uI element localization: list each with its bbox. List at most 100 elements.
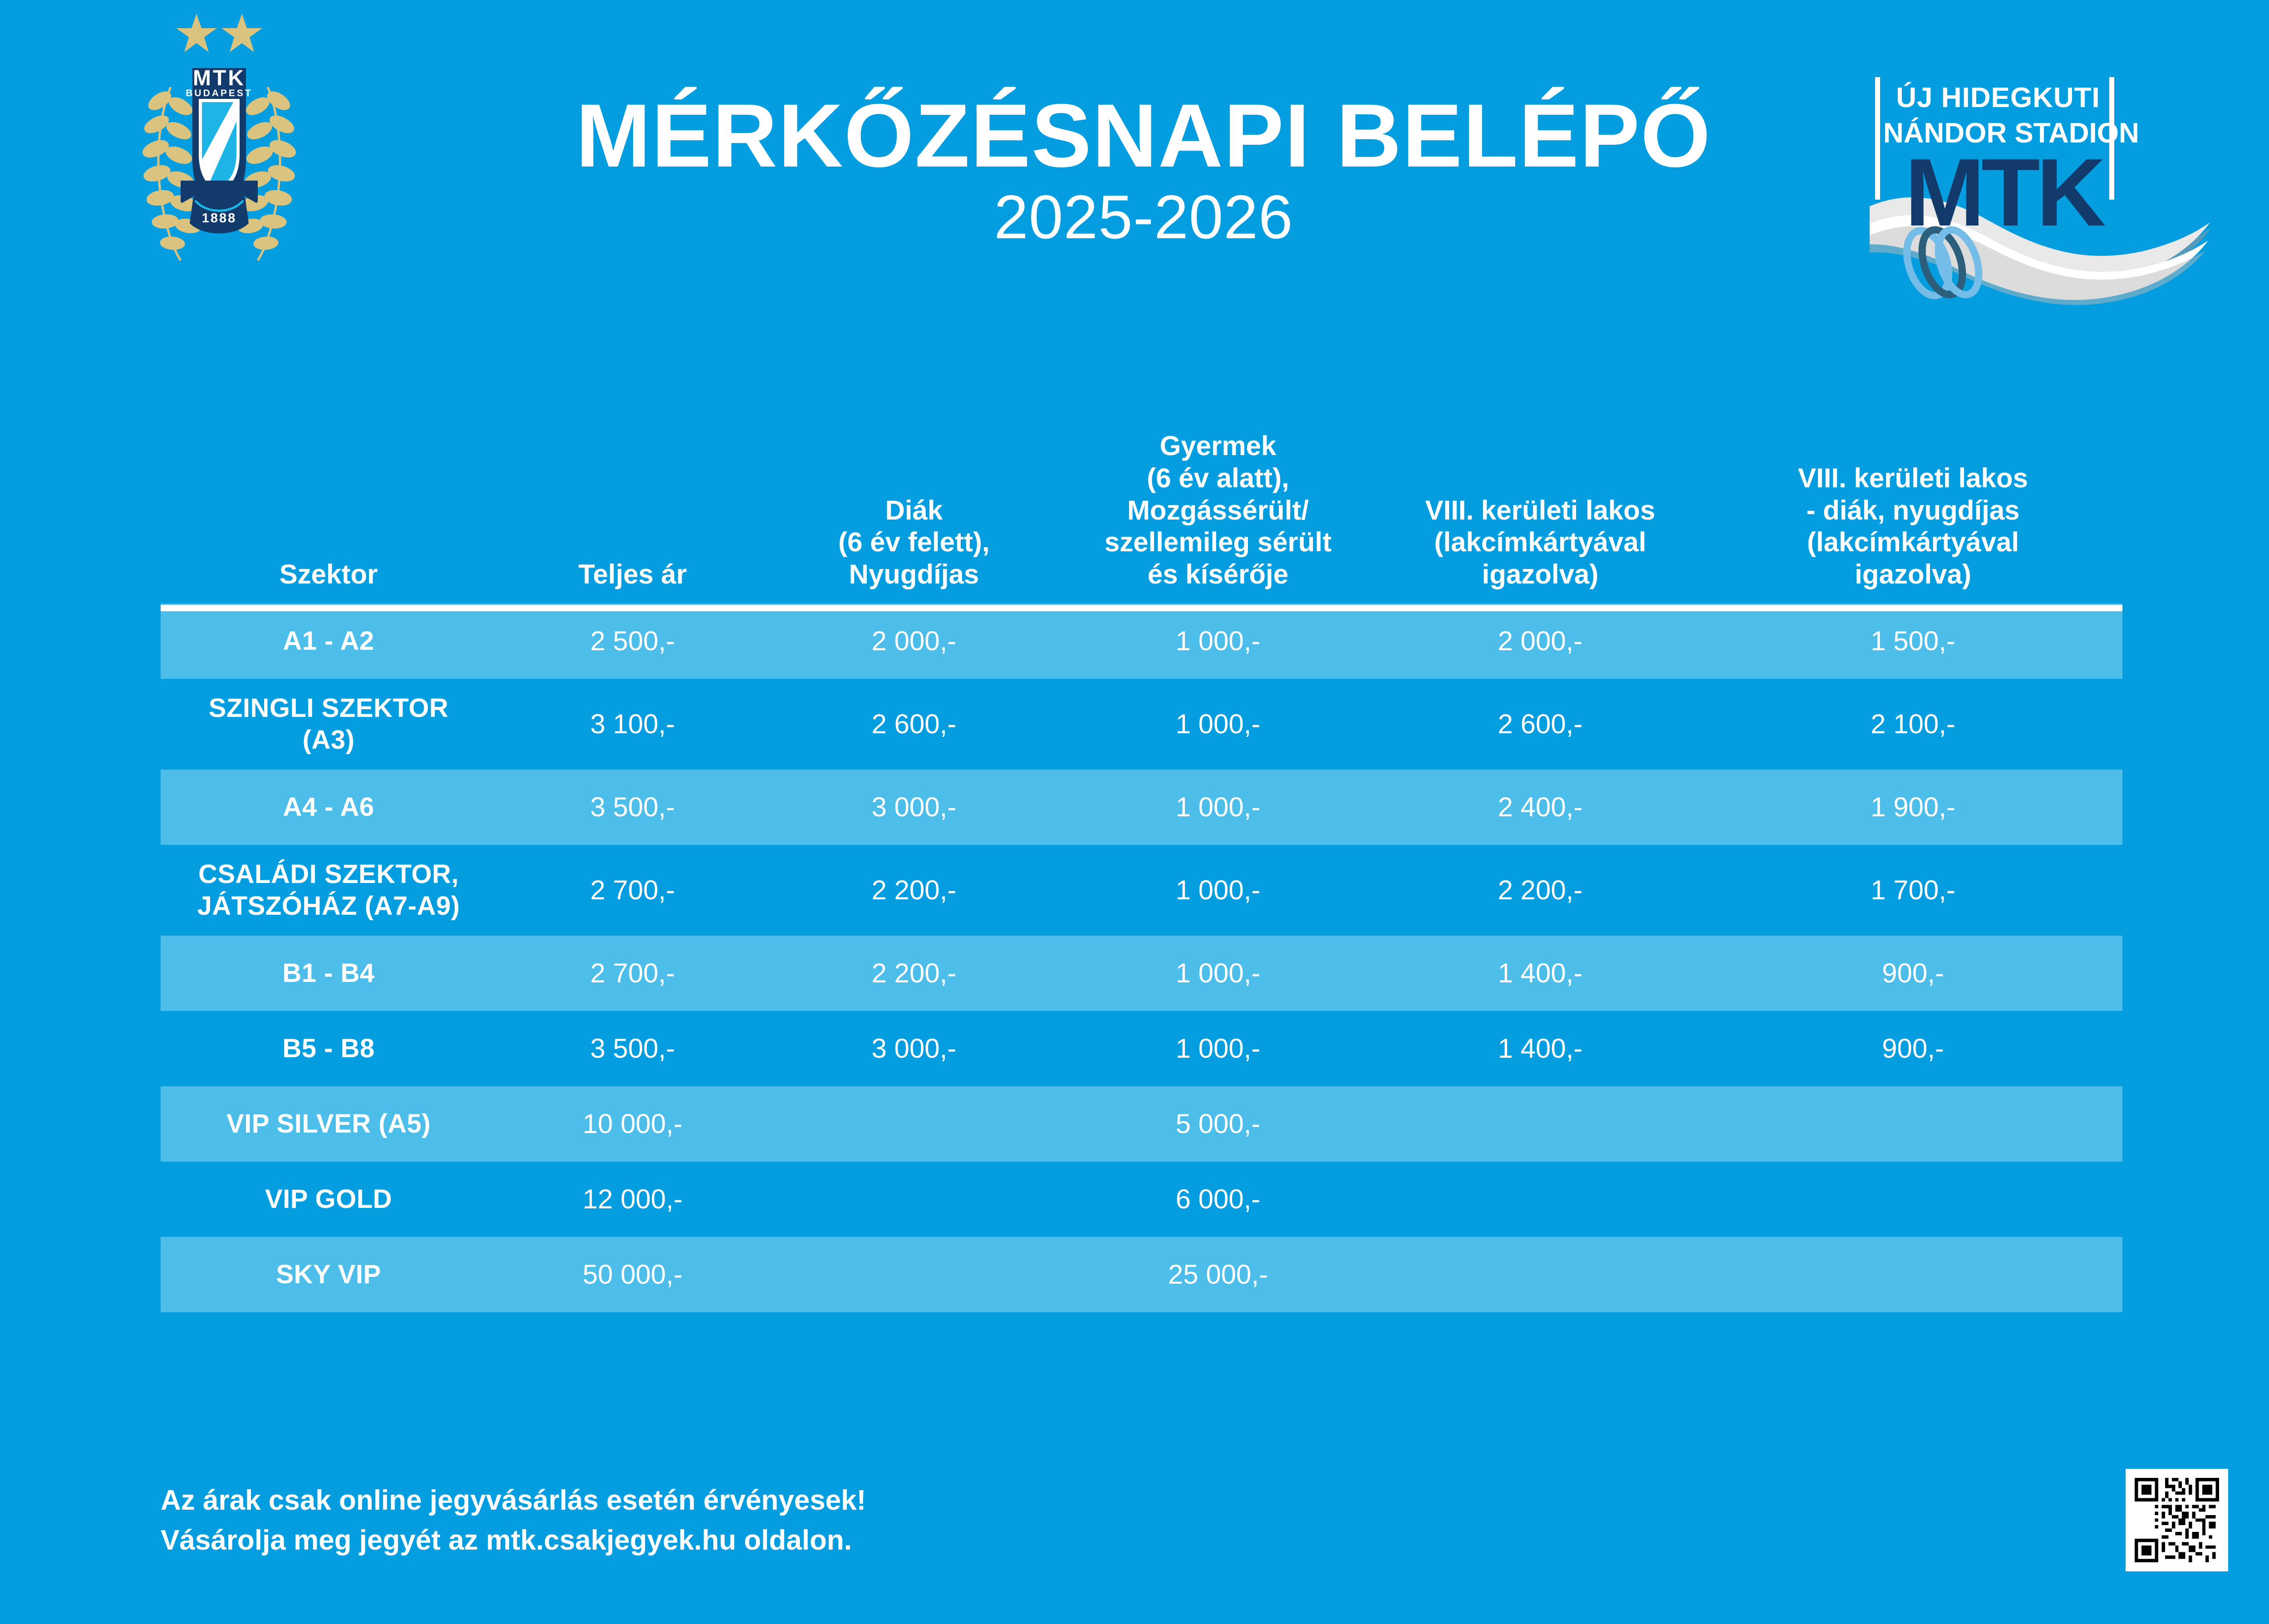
district-student-price-cell: 1 900,-: [1704, 770, 2122, 845]
stadium-logo-rule-left: [1875, 77, 1880, 200]
sector-cell: B5 - B8: [161, 1011, 496, 1086]
full-price-cell: 3 500,-: [496, 1011, 769, 1086]
sector-cell: A1 - A2: [161, 603, 496, 679]
crest-year-text: 1888: [202, 211, 237, 226]
child-price-cell: 1 000,-: [1059, 603, 1377, 679]
table-row: SKY VIP 50 000,- 25 000,-: [161, 1237, 2122, 1312]
sector-cell: CSALÁDI SZEKTOR, JÁTSZÓHÁZ (A7-A9): [161, 845, 496, 936]
district-student-price-cell: [1704, 1237, 2122, 1312]
district-student-price-cell: [1704, 1162, 2122, 1237]
col-header-district-student: VIII. kerületi lakos - diák, nyugdíjas (la…: [1704, 349, 2122, 603]
district-price-cell: 2 600,-: [1377, 679, 1704, 770]
child-price-cell: 1 000,-: [1059, 679, 1377, 770]
crest-mtk-text: MTK: [193, 66, 246, 90]
district-price-cell: 1 400,-: [1377, 1011, 1704, 1086]
price-table-body: A1 - A2 2 500,- 2 000,- 1 000,- 2 000,- 1 500…: [161, 603, 2122, 1312]
district-student-price-cell: 1 500,-: [1704, 603, 2122, 679]
table-row: B5 - B8 3 500,- 3 000,- 1 000,- 1 400,- 900,-: [161, 1011, 2122, 1086]
laurel-right-icon: [237, 87, 296, 261]
full-price-cell: 12 000,-: [496, 1162, 769, 1237]
stadium-logo: ÚJ HIDEGKUTI NÁNDOR STADION MTK: [1870, 68, 2215, 349]
sector-cell: VIP GOLD: [161, 1162, 496, 1237]
table-row: VIP GOLD 12 000,- 6 000,-: [161, 1162, 2122, 1237]
sector-cell: SZINGLI SZEKTOR (A3): [161, 679, 496, 770]
page-title: MÉRKŐZÉSNAPI BELÉPŐ: [575, 85, 1712, 186]
stadium-name-line2: NÁNDOR STADION: [1883, 118, 2139, 149]
child-price-cell: 1 000,-: [1059, 845, 1377, 936]
full-price-cell: 3 100,-: [496, 679, 769, 770]
qr-code[interactable]: [2126, 1469, 2228, 1571]
student-price-cell: [769, 1086, 1059, 1162]
student-price-cell: 2 200,-: [769, 936, 1059, 1011]
child-price-cell: 1 000,-: [1059, 770, 1377, 845]
footer-note: Az árak csak online jegyvásárlás esetén …: [161, 1481, 1341, 1560]
col-header-sector: Szektor: [161, 349, 496, 603]
col-header-child: Gyermek (6 év alatt), Mozgássérült/szellem…: [1059, 349, 1377, 603]
table-row: B1 - B4 2 700,- 2 200,- 1 000,- 1 400,- 900,-: [161, 936, 2122, 1011]
full-price-cell: 10 000,-: [496, 1086, 769, 1162]
full-price-cell: 50 000,-: [496, 1237, 769, 1312]
price-table-wrap: Szektor Teljes ár Diák (6 év felett), Nyug…: [161, 349, 2122, 1312]
district-student-price-cell: 2 100,-: [1704, 679, 2122, 770]
full-price-cell: 3 500,-: [496, 770, 769, 845]
district-price-cell: 2 400,-: [1377, 770, 1704, 845]
laurel-left-icon: [142, 87, 201, 261]
col-header-child-text: Gyermek (6 év alatt), Mozgássérült/szellem…: [1104, 431, 1332, 590]
child-price-cell: 25 000,-: [1059, 1237, 1377, 1312]
table-row: A1 - A2 2 500,- 2 000,- 1 000,- 2 000,- 1 500…: [161, 603, 2122, 679]
table-row: A4 - A6 3 500,- 3 000,- 1 000,- 2 400,- 1 900…: [161, 770, 2122, 845]
district-price-cell: [1377, 1162, 1704, 1237]
qr-code-icon: [2135, 1478, 2219, 1562]
district-student-price-cell: 1 700,-: [1704, 845, 2122, 936]
student-price-cell: 2 000,-: [769, 603, 1059, 679]
col-header-district-student-text: VIII. kerületi lakos - diák, nyugdíjas (la…: [1798, 462, 2028, 590]
district-student-price-cell: 900,-: [1704, 1011, 2122, 1086]
full-price-cell: 2 500,-: [496, 603, 769, 679]
table-row: VIP SILVER (A5) 10 000,- 5 000,-: [161, 1086, 2122, 1162]
district-price-cell: [1377, 1086, 1704, 1162]
student-price-cell: 2 600,-: [769, 679, 1059, 770]
crest-stars-icon: [176, 14, 262, 52]
child-price-cell: 6 000,-: [1059, 1162, 1377, 1237]
full-price-cell: 2 700,-: [496, 845, 769, 936]
col-header-sector-text: Szektor: [279, 559, 378, 590]
district-price-cell: 1 400,-: [1377, 936, 1704, 1011]
sector-cell: SKY VIP: [161, 1237, 496, 1312]
title-block: MÉRKŐZÉSNAPI BELÉPŐ 2025-2026: [445, 91, 1842, 248]
col-header-student: Diák (6 év felett), Nyugdíjas: [769, 349, 1059, 603]
student-price-cell: [769, 1237, 1059, 1312]
col-header-student-text: Diák (6 év felett), Nyugdíjas: [838, 495, 990, 590]
col-header-district: VIII. kerületi lakos (lakcímkártyával igaz…: [1377, 349, 1704, 603]
col-header-district-text: VIII. kerületi lakos (lakcímkártyával igaz…: [1425, 495, 1655, 590]
crest-budapest-text: BUDAPEST: [186, 88, 253, 98]
sector-cell: B1 - B4: [161, 936, 496, 1011]
district-price-cell: [1377, 1237, 1704, 1312]
child-price-cell: 1 000,-: [1059, 936, 1377, 1011]
price-table: Szektor Teljes ár Diák (6 év felett), Nyug…: [161, 349, 2122, 1312]
district-student-price-cell: [1704, 1086, 2122, 1162]
student-price-cell: [769, 1162, 1059, 1237]
table-row: CSALÁDI SZEKTOR, JÁTSZÓHÁZ (A7-A9) 2 700,-…: [161, 845, 2122, 936]
district-price-cell: 2 200,-: [1377, 845, 1704, 936]
header-divider: [161, 605, 2122, 611]
sector-cell: VIP SILVER (A5): [161, 1086, 496, 1162]
footer-line-1: Az árak csak online jegyvásárlás esetén …: [161, 1485, 866, 1516]
child-price-cell: 1 000,-: [1059, 1011, 1377, 1086]
stadium-logo-rule-right: [2109, 77, 2114, 200]
season-subtitle: 2025-2026: [994, 182, 1293, 251]
footer-line-2: Vásárolja meg jegyét az mtk.csakjegyek.h…: [161, 1525, 852, 1556]
table-header-row: Szektor Teljes ár Diák (6 év felett), Nyug…: [161, 349, 2122, 603]
student-price-cell: 2 200,-: [769, 845, 1059, 936]
district-student-price-cell: 900,-: [1704, 936, 2122, 1011]
stadium-swoosh-icon: [1870, 197, 2211, 305]
stadium-wordmark: MTK: [1905, 138, 2106, 246]
district-price-cell: 2 000,-: [1377, 603, 1704, 679]
student-price-cell: 3 000,-: [769, 1011, 1059, 1086]
full-price-cell: 2 700,-: [496, 936, 769, 1011]
stadium-name-line1: ÚJ HIDEGKUTI: [1896, 82, 2100, 113]
poster-header: MTK BUDAPEST 1888 MÉRKŐZÉSNAPI BELÉPŐ 20…: [0, 0, 2269, 345]
student-price-cell: 3 000,-: [769, 770, 1059, 845]
table-row: SZINGLI SZEKTOR (A3) 3 100,- 2 600,- 1 000,-…: [161, 679, 2122, 770]
col-header-full-price-text: Teljes ár: [578, 559, 687, 590]
sector-cell: A4 - A6: [161, 770, 496, 845]
